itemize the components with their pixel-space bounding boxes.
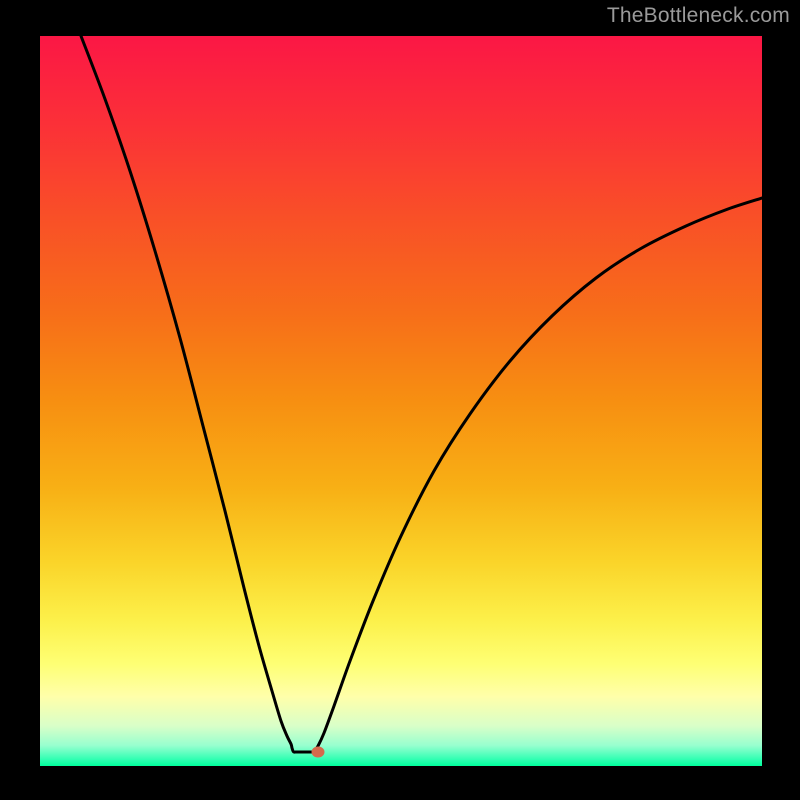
chart-frame xyxy=(40,36,762,766)
watermark-text: TheBottleneck.com xyxy=(607,4,790,28)
data-point-marker xyxy=(312,747,325,758)
bottleneck-curve xyxy=(40,36,762,766)
